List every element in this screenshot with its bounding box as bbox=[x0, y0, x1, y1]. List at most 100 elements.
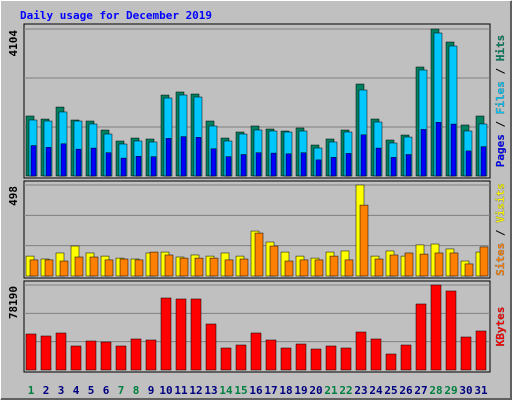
bar bbox=[149, 251, 159, 277]
bar bbox=[194, 257, 204, 277]
legend-entry: Pages bbox=[494, 134, 507, 167]
bar bbox=[340, 347, 352, 371]
bar bbox=[450, 123, 457, 177]
bar bbox=[239, 258, 249, 277]
bar bbox=[90, 147, 97, 177]
bar bbox=[179, 257, 189, 277]
legend: Pages / Files / Hits bbox=[494, 35, 507, 168]
bar bbox=[85, 340, 97, 371]
x-tick-label: 7 bbox=[118, 384, 125, 397]
bar bbox=[435, 122, 442, 177]
bar bbox=[164, 254, 174, 277]
x-tick-label: 6 bbox=[103, 384, 110, 397]
x-tick-label: 18 bbox=[279, 384, 292, 397]
bar bbox=[150, 156, 157, 177]
legend-separator: / bbox=[494, 114, 507, 134]
bar bbox=[420, 129, 427, 177]
bar bbox=[280, 347, 292, 371]
bar bbox=[390, 157, 397, 177]
bar bbox=[135, 156, 142, 177]
bar bbox=[160, 297, 172, 371]
bar bbox=[254, 232, 264, 277]
bar bbox=[165, 138, 172, 177]
bar bbox=[60, 143, 67, 177]
x-tick-label: 17 bbox=[264, 384, 277, 397]
bar bbox=[134, 259, 144, 277]
x-tick-label: 28 bbox=[429, 384, 442, 397]
bar bbox=[29, 259, 39, 277]
bar bbox=[240, 154, 247, 177]
legend-separator: / bbox=[494, 61, 507, 81]
y-tick-label: 4104 bbox=[7, 30, 20, 57]
bar bbox=[285, 153, 292, 177]
bar bbox=[120, 157, 127, 177]
bar bbox=[415, 303, 427, 371]
bar bbox=[25, 333, 37, 371]
bar bbox=[400, 344, 412, 371]
bar bbox=[270, 152, 277, 177]
bar bbox=[190, 298, 202, 371]
x-tick-label: 15 bbox=[234, 384, 247, 397]
bar bbox=[375, 147, 382, 177]
bar bbox=[345, 153, 352, 177]
x-tick-label: 31 bbox=[474, 384, 488, 397]
bar bbox=[314, 259, 324, 277]
legend-entry: Hits bbox=[494, 35, 507, 62]
bar bbox=[195, 137, 202, 177]
bar bbox=[89, 256, 99, 277]
bar bbox=[269, 245, 279, 277]
bar bbox=[40, 335, 52, 371]
bar bbox=[250, 332, 262, 371]
bar bbox=[449, 252, 459, 277]
bar bbox=[360, 134, 367, 177]
bar bbox=[235, 344, 247, 371]
bar bbox=[119, 258, 129, 277]
bar bbox=[464, 263, 474, 277]
bar bbox=[330, 157, 337, 177]
legend-entry: Sites bbox=[494, 243, 507, 276]
bar bbox=[310, 348, 322, 371]
bar bbox=[405, 154, 412, 177]
x-tick-label: 3 bbox=[58, 384, 65, 397]
x-tick-label: 29 bbox=[444, 384, 457, 397]
x-tick-label: 5 bbox=[88, 384, 95, 397]
bar bbox=[465, 150, 472, 177]
bar bbox=[209, 257, 219, 277]
legend: KBytes bbox=[494, 307, 507, 347]
bar bbox=[479, 246, 489, 277]
bar bbox=[45, 147, 52, 177]
x-tick-label: 30 bbox=[459, 384, 472, 397]
bar bbox=[355, 331, 367, 371]
x-tick-label: 21 bbox=[324, 384, 338, 397]
x-tick-label: 27 bbox=[414, 384, 427, 397]
bar bbox=[265, 339, 277, 371]
bar bbox=[359, 204, 369, 277]
y-tick-label: 498 bbox=[7, 186, 20, 206]
x-tick-label: 14 bbox=[219, 384, 233, 397]
x-tick-label: 8 bbox=[133, 384, 140, 397]
x-tick-label: 12 bbox=[189, 384, 202, 397]
legend: Sites / Visits bbox=[494, 183, 507, 276]
bar bbox=[389, 254, 399, 277]
legend-separator: / bbox=[494, 223, 507, 243]
bar bbox=[255, 152, 262, 177]
bar bbox=[55, 332, 67, 371]
bar bbox=[224, 259, 234, 277]
y-tick-label: 78190 bbox=[7, 286, 20, 319]
x-tick-label: 24 bbox=[369, 384, 383, 397]
bar bbox=[430, 284, 442, 371]
bar bbox=[180, 136, 187, 177]
bar bbox=[445, 290, 457, 371]
legend-entry: Files bbox=[494, 81, 507, 114]
x-tick-label: 10 bbox=[159, 384, 172, 397]
x-tick-label: 25 bbox=[384, 384, 397, 397]
bar bbox=[299, 259, 309, 277]
legend-entry: KBytes bbox=[494, 307, 507, 347]
x-tick-label: 20 bbox=[309, 384, 322, 397]
bar bbox=[295, 343, 307, 371]
bar bbox=[475, 330, 487, 371]
bar bbox=[404, 252, 414, 277]
bar bbox=[329, 255, 339, 277]
